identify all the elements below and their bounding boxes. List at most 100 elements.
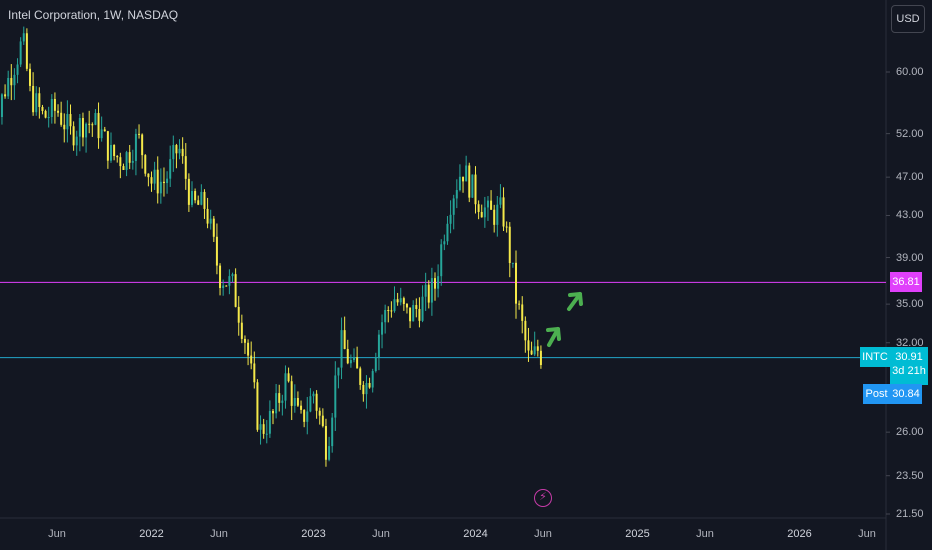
candle-body	[240, 322, 243, 339]
candle-body	[81, 118, 84, 138]
candle-body	[166, 178, 169, 184]
candle-body	[191, 191, 193, 205]
candle-body	[100, 129, 103, 139]
candle-body	[131, 160, 134, 163]
candle-body	[362, 384, 365, 395]
candle-body	[490, 200, 493, 210]
candle-body	[443, 241, 446, 245]
candle-body	[384, 310, 387, 323]
candle-body	[365, 383, 368, 395]
candle-body	[440, 244, 443, 277]
candle-body	[381, 322, 384, 335]
candle-body	[368, 383, 371, 388]
candle-body	[85, 123, 88, 138]
candle-body	[371, 371, 374, 388]
candle-body	[175, 145, 178, 154]
candle-body	[144, 155, 147, 174]
candle-body	[374, 357, 377, 372]
candle-body	[138, 133, 141, 135]
candle-body	[390, 310, 393, 312]
candle-body	[505, 226, 508, 228]
candle-body	[300, 405, 303, 410]
last-price: 30.91	[895, 351, 923, 363]
candle-body	[496, 204, 499, 225]
candle-body	[421, 296, 424, 321]
x-tick-label: 2022	[139, 528, 164, 540]
candle-body	[396, 299, 399, 303]
candle-body	[209, 218, 212, 224]
candle-body	[231, 274, 234, 277]
candle-body	[250, 355, 253, 364]
candle-body	[60, 112, 63, 125]
candle-body	[430, 278, 433, 303]
candle-body	[13, 74, 16, 86]
candle-body	[4, 94, 7, 97]
candle-body	[471, 174, 474, 198]
y-tick-label: 47.00	[896, 171, 924, 184]
candle-body	[353, 357, 355, 361]
y-tick-label: 26.00	[896, 426, 924, 439]
candle-body	[162, 181, 165, 184]
candle-body	[474, 174, 477, 205]
candle-body	[449, 214, 452, 224]
candle-body	[194, 191, 197, 201]
candle-body	[458, 176, 461, 191]
candle-body	[515, 262, 517, 304]
y-tick-label: 43.00	[896, 209, 924, 222]
currency-button[interactable]: USD	[891, 5, 925, 33]
candle-body	[502, 197, 505, 227]
up-arrow-annotation-2[interactable]	[567, 292, 583, 311]
candle-body	[38, 93, 41, 107]
candle-body	[265, 433, 268, 435]
candle-body	[44, 110, 47, 118]
candle-body	[200, 191, 203, 205]
up-arrow-annotation[interactable]	[546, 327, 561, 347]
candle-body	[377, 334, 380, 358]
candle-body	[10, 77, 13, 86]
candle-body	[303, 409, 306, 422]
candle-body	[480, 211, 483, 218]
candle-body	[337, 367, 340, 376]
horizontal-line-price-badge: 36.81	[890, 272, 922, 293]
y-tick-label: 23.50	[896, 469, 924, 482]
candle-body	[399, 298, 402, 303]
candle-body	[215, 236, 218, 266]
candle-body	[527, 340, 530, 351]
lightning-icon[interactable]: ⚡	[534, 489, 552, 507]
y-tick-label: 35.00	[896, 298, 924, 311]
candle-body	[415, 305, 418, 309]
candle-body	[75, 136, 78, 146]
candle-body	[434, 278, 436, 289]
y-tick-label: 32.00	[896, 336, 924, 349]
candle-body	[103, 129, 106, 132]
candle-body	[256, 382, 259, 430]
candle-body	[16, 64, 19, 75]
candle-body	[518, 303, 521, 305]
candle-body	[219, 265, 222, 288]
candle-body	[94, 113, 97, 125]
candle-body	[349, 360, 352, 364]
candle-body	[483, 207, 486, 218]
candle-body	[477, 204, 480, 212]
x-tick-label: Jun	[372, 528, 390, 540]
candle-body	[234, 274, 237, 307]
candle-body	[356, 357, 359, 369]
x-tick-label: Jun	[696, 528, 714, 540]
candle-body	[150, 177, 153, 184]
candle-body	[393, 299, 396, 312]
candle-body	[296, 398, 299, 406]
x-tick-label: Jun	[210, 528, 228, 540]
x-tick-label: 2023	[301, 528, 326, 540]
candle-body	[424, 284, 427, 297]
candle-body	[262, 424, 265, 434]
candle-body	[7, 77, 10, 97]
post-market-price: 30.84	[890, 384, 922, 404]
x-tick-label: 2026	[787, 528, 812, 540]
candle-body	[110, 144, 112, 161]
candle-body	[66, 114, 69, 130]
candle-body	[306, 411, 309, 422]
candle-body	[97, 113, 100, 139]
candle-body	[334, 375, 337, 418]
candle-body	[409, 307, 412, 322]
